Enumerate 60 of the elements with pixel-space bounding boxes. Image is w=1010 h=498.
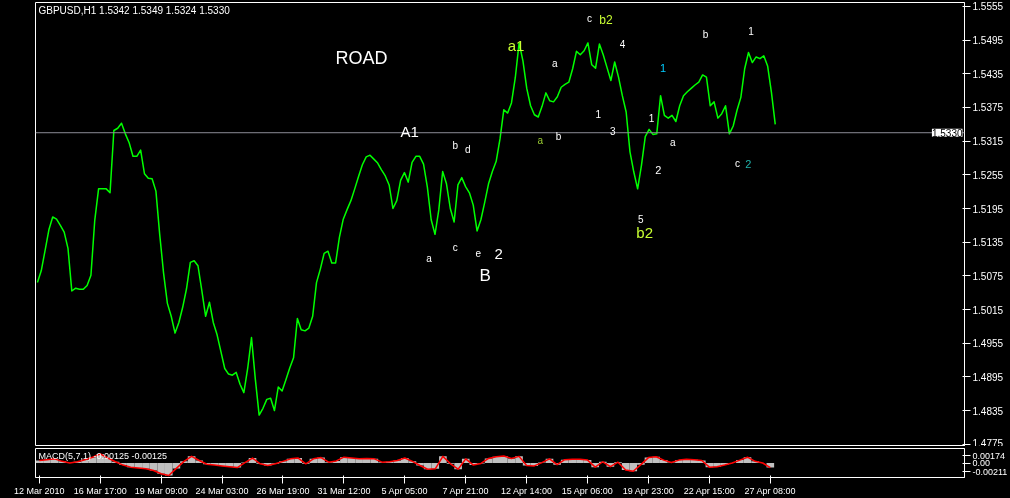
x-tick-label: 5 Apr 05:00 (381, 485, 428, 496)
annotation: 1 (648, 112, 655, 124)
x-tick-label: 16 Mar 17:00 (73, 485, 127, 496)
annotation: a (669, 137, 676, 148)
annotation: b (555, 131, 562, 142)
x-tick-label: 27 Apr 08:00 (744, 485, 796, 496)
annotation: b (452, 140, 459, 151)
y-tick-label: 1.5495 (972, 35, 1004, 47)
x-tick-label: 22 Apr 15:00 (683, 485, 735, 496)
y-tick-label: 1.4775 (972, 437, 1004, 449)
annotation: A1 (400, 123, 419, 140)
y-tick-label: 1.5075 (972, 270, 1004, 282)
annotation: a (552, 58, 558, 69)
y-tick-label: 1.5195 (972, 203, 1004, 215)
ref-line-label: 1.5330 (931, 127, 963, 139)
annotation: 1 (748, 25, 755, 37)
y-tick-label: 1.5015 (972, 304, 1004, 316)
y-tick-label: 1.4895 (972, 371, 1004, 383)
annotation: 1 (595, 108, 602, 120)
annotation: 2 (745, 157, 752, 170)
x-tick-label: 12 Mar 2010 (14, 485, 65, 496)
y-tick-label: 1.4955 (972, 338, 1004, 350)
annotation: a (537, 135, 544, 146)
annotation: b2 (636, 224, 654, 241)
y-tick-label: 1.5255 (972, 169, 1004, 181)
x-tick-label: 7 Apr 21:00 (442, 485, 489, 496)
annotation: 2 (655, 163, 662, 176)
annotation: c (735, 158, 741, 169)
y-tick-label: 0.00 (972, 458, 991, 468)
y-tick-label: 1.5135 (972, 237, 1004, 249)
y-tick-label: 1.5375 (972, 102, 1004, 114)
y-tick-label: 1.5555 (972, 1, 1004, 13)
x-tick-label: 31 Mar 12:00 (317, 485, 371, 496)
annotation: B (479, 266, 491, 285)
annotation: e (475, 247, 482, 259)
chart-title: GBPUSD,H1 1.5342 1.5349 1.5324 1.5330 (38, 4, 231, 16)
annotation: 1 (660, 61, 667, 74)
x-tick-label: 24 Mar 03:00 (195, 485, 249, 496)
annotation: 3 (610, 125, 617, 137)
annotation: a (426, 253, 433, 264)
annotation: 4 (619, 38, 626, 50)
x-tick-label: 12 Apr 14:00 (500, 485, 552, 496)
annotation: ROAD (335, 47, 388, 68)
annotation: 2 (494, 244, 503, 262)
y-tick-label: -0.00211 (972, 466, 1008, 477)
annotation: b (702, 29, 709, 40)
annotation: c (587, 13, 593, 24)
annotation: 5 (638, 213, 645, 225)
x-tick-label: 26 Mar 19:00 (256, 485, 310, 496)
annotation: d (464, 144, 471, 155)
annotation: b2 (599, 12, 614, 27)
x-tick-label: 19 Mar 09:00 (134, 485, 188, 496)
x-tick-label: 19 Apr 23:00 (622, 485, 674, 496)
y-tick-label: 1.5435 (972, 68, 1004, 80)
annotation: c (452, 242, 458, 253)
y-tick-label: 1.4835 (972, 405, 1004, 417)
y-tick-label: 1.5315 (972, 136, 1004, 148)
y-tick-label: 0.00174 (972, 450, 1006, 461)
annotation: a1 (507, 37, 525, 54)
x-tick-label: 15 Apr 06:00 (561, 485, 613, 496)
